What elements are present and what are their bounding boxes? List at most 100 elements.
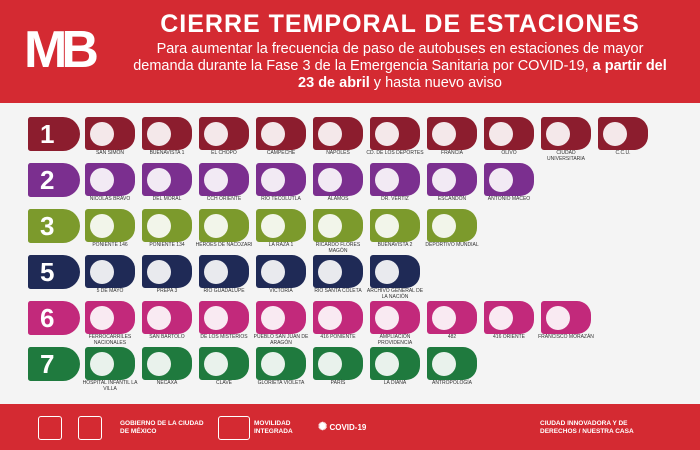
station-pictogram [432,214,456,238]
station-name: ANTROPOLOGÍA [431,380,472,386]
station-pictogram [90,306,114,330]
station-pictogram [432,122,456,146]
station-name: PARÍS [330,380,346,386]
line-number: 2 [28,163,80,197]
station-pictogram [147,122,171,146]
station-icon [427,163,477,196]
station-icon [142,209,192,242]
station-name: GLORIETA VIOLETA [257,380,305,386]
station-pictogram [147,306,171,330]
station-name: LA DIANA [383,380,407,386]
logo: MB [24,21,99,79]
station-name: HÉROES DE NACOZARI [195,242,253,248]
station-name: DEL MORAL [152,196,182,202]
station-pictogram [432,306,456,330]
station-icon [142,301,192,334]
station-icon [370,347,420,380]
station-pictogram [261,214,285,238]
station-pictogram [204,214,228,238]
subtitle: Para aumentar la frecuencia de paso de a… [130,41,670,92]
covid-text: COVID-19 [329,423,367,432]
station-icon [256,301,306,334]
station-icon [199,301,249,334]
station-pictogram [375,168,399,192]
station-pictogram [318,352,342,376]
station-name: CLAVE [215,380,233,386]
station-icon [199,117,249,150]
station-icon [142,347,192,380]
station-pictogram [204,122,228,146]
station-pictogram [432,352,456,376]
station-name: C.C.U. [615,150,631,156]
station-name: CCH ORIENTE [206,196,242,202]
station-pictogram [204,306,228,330]
slogan: CIUDAD INNOVADORA Y DE DERECHOS / NUESTR… [540,420,634,435]
station-name: BUENAVISTA 1 [149,150,185,156]
coat-of-arms [38,416,62,440]
station-pictogram [90,352,114,376]
subtitle-text: y hasta nuevo aviso [373,75,502,91]
station-name: ESCANDÓN [437,196,467,202]
line-number: 3 [28,209,80,243]
station-name: SAN BARTOLO [149,334,185,340]
station-pictogram [204,352,228,376]
station-pictogram [318,260,342,284]
station-name: NICOLÁS BRAVO [89,196,131,202]
station-icon [370,255,420,288]
station-icon [85,301,135,334]
station-icon [199,163,249,196]
station-icon [256,347,306,380]
station-name: LA RAZA 1 [268,242,294,248]
station-name: OLIVO [501,150,517,156]
station-icon [199,347,249,380]
cdmx-icon [78,416,102,440]
station-name: RICARDO FLORES MAGÓN [315,242,361,254]
station-icon [142,163,192,196]
station-pictogram [489,122,513,146]
station-pictogram [375,260,399,284]
station-icon [370,301,420,334]
station-pictogram [375,352,399,376]
station-name: CAMPECHE [266,150,296,156]
station-icon [85,255,135,288]
station-name: AMPLIACIÓN PROVIDENCIA [377,334,413,346]
mobility-icon [218,416,250,440]
station-pictogram [375,306,399,330]
line-number: 1 [28,117,80,151]
station-pictogram [147,168,171,192]
station-pictogram [90,168,114,192]
station-icon [370,209,420,242]
station-pictogram [318,214,342,238]
station-icon [256,209,306,242]
station-name: FRANCIA [441,150,463,156]
station-pictogram [603,122,627,146]
station-icon [484,301,534,334]
station-name: NÁPOLES [326,150,350,156]
station-name: 416 ORIENTE [493,334,525,340]
station-pictogram [261,260,285,284]
station-name: FERROCARRILES NACIONALES [88,334,132,346]
station-icon [142,255,192,288]
station-icon [427,347,477,380]
station-name: PREPA 3 [156,288,178,294]
station-icon [199,255,249,288]
station-icon [313,163,363,196]
station-icon [256,117,306,150]
station-pictogram [204,260,228,284]
station-icon [85,117,135,150]
station-icon [484,117,534,150]
station-pictogram [90,214,114,238]
station-icon [256,163,306,196]
station-name: PUEBLO SAN JUAN DE ARAGÓN [253,334,309,346]
station-name: BUENAVISTA 2 [377,242,413,248]
station-icon [598,117,648,150]
station-icon [370,163,420,196]
station-icon [484,163,534,196]
station-icon [313,255,363,288]
station-name: ANTONIO MACEO [487,196,531,202]
station-pictogram [546,306,570,330]
station-icon [313,301,363,334]
station-name: FRANCISCO MORAZÁN [538,334,594,340]
station-pictogram [318,168,342,192]
covid: ✺ COVID-19 [318,421,367,433]
